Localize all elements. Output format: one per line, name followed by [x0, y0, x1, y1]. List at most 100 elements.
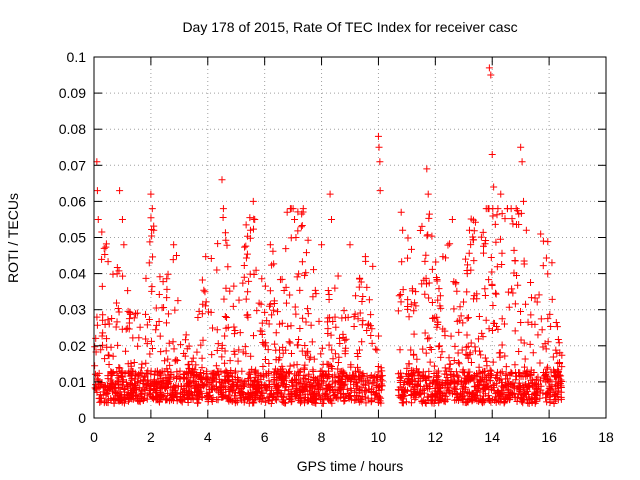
data-point: [142, 310, 150, 318]
data-point: [329, 355, 337, 363]
data-point: [375, 143, 383, 151]
data-point: [114, 341, 122, 349]
data-point: [358, 338, 366, 346]
data-point: [358, 321, 366, 329]
data-point: [510, 246, 518, 254]
data-point: [425, 294, 433, 302]
data-point: [334, 388, 342, 396]
data-point: [335, 385, 343, 393]
data-point: [517, 395, 525, 403]
data-point: [142, 335, 150, 343]
data-point: [207, 308, 215, 316]
data-point: [469, 233, 477, 241]
data-point: [279, 365, 287, 373]
data-point: [520, 390, 528, 398]
data-point: [281, 373, 289, 381]
data-point: [402, 398, 410, 406]
data-point: [113, 263, 121, 271]
data-point: [98, 255, 106, 263]
data-point: [222, 236, 230, 244]
data-point: [288, 377, 296, 385]
data-point: [296, 286, 304, 294]
data-point: [237, 394, 245, 402]
data-point: [107, 343, 115, 351]
data-point: [124, 307, 132, 315]
data-point: [374, 362, 382, 370]
data-point: [246, 370, 254, 378]
data-point: [429, 314, 437, 322]
data-point: [527, 278, 535, 286]
data-point: [127, 362, 135, 370]
data-point: [515, 220, 523, 228]
data-point: [263, 371, 271, 379]
data-point: [501, 215, 509, 223]
data-point: [522, 226, 530, 234]
data-point: [515, 386, 523, 394]
data-point: [478, 329, 486, 337]
data-point: [466, 349, 474, 357]
data-point: [97, 346, 105, 354]
data-point: [513, 372, 521, 380]
data-point: [347, 361, 355, 369]
data-point: [242, 254, 250, 262]
data-point: [554, 366, 562, 374]
data-point: [396, 346, 404, 354]
data-point: [443, 385, 451, 393]
data-point: [282, 245, 290, 253]
data-point: [246, 383, 254, 391]
data-point: [262, 386, 270, 394]
data-point: [311, 399, 319, 407]
data-point: [116, 364, 124, 372]
data-point: [288, 382, 296, 390]
data-point: [527, 294, 535, 302]
data-point: [447, 370, 455, 378]
data-point: [302, 351, 310, 359]
data-point: [93, 158, 101, 166]
data-point: [286, 396, 294, 404]
data-point: [157, 348, 165, 356]
data-point: [324, 382, 332, 390]
data-point: [522, 380, 530, 388]
data-point: [551, 392, 559, 400]
data-point: [411, 299, 419, 307]
data-point: [197, 387, 205, 395]
data-point: [152, 326, 160, 334]
data-point: [162, 383, 170, 391]
data-point: [367, 311, 375, 319]
data-point: [181, 336, 189, 344]
data-point: [486, 370, 494, 378]
data-point: [470, 227, 478, 235]
data-point: [477, 233, 485, 241]
data-point: [200, 381, 208, 389]
data-point: [441, 364, 449, 372]
data-point: [156, 273, 164, 281]
data-point: [226, 357, 234, 365]
data-point: [111, 389, 119, 397]
data-point: [93, 313, 101, 321]
data-point: [520, 257, 528, 265]
data-point: [246, 214, 254, 222]
data-point: [441, 370, 449, 378]
data-point: [497, 190, 505, 198]
y-tick-label: 0.02: [59, 338, 86, 354]
data-point: [448, 215, 456, 223]
data-point: [182, 375, 190, 383]
data-point: [419, 368, 427, 376]
data-point: [367, 331, 375, 339]
data-point: [164, 355, 172, 363]
data-point: [362, 377, 370, 385]
data-point: [343, 385, 351, 393]
data-point: [221, 313, 229, 321]
data-point: [484, 382, 492, 390]
data-point: [436, 389, 444, 397]
data-point: [474, 335, 482, 343]
data-point: [489, 212, 497, 220]
data-point: [439, 253, 447, 261]
data-point: [99, 329, 107, 337]
data-point: [368, 380, 376, 388]
data-point: [455, 328, 463, 336]
data-point: [423, 165, 431, 173]
data-point: [363, 283, 371, 291]
data-point: [104, 351, 112, 359]
data-point: [235, 296, 243, 304]
